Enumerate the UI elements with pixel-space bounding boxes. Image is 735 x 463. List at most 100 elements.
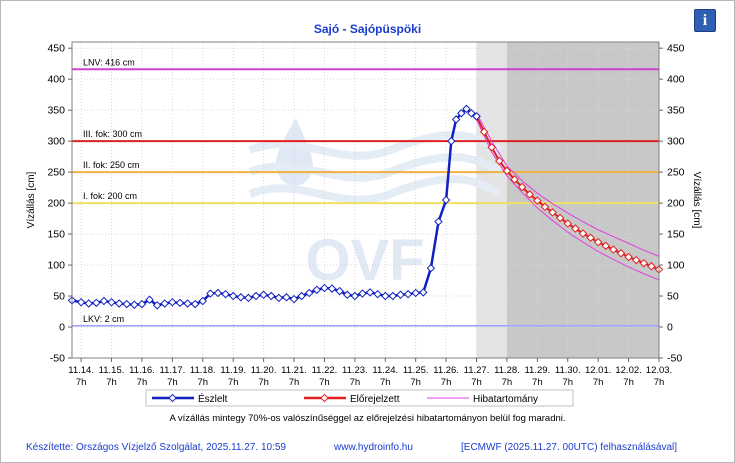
legend-box xyxy=(145,389,574,407)
x-tick-label-hour: 7h xyxy=(502,377,513,388)
x-tick-label-date: 11.25. xyxy=(403,365,429,376)
x-tick-label-date: 11.28. xyxy=(494,365,520,376)
y-tick-label-right: 350 xyxy=(667,105,685,117)
plot-background xyxy=(72,42,659,358)
observed-point xyxy=(145,295,154,304)
y-tick-label-left: 150 xyxy=(47,229,65,241)
legend-label: Előrejelzett xyxy=(350,394,400,405)
forecast-shade-0 xyxy=(476,42,507,358)
watermark-text: OVF xyxy=(305,228,424,293)
error-band-upper xyxy=(476,113,660,257)
x-tick-label-hour: 7h xyxy=(76,377,87,388)
x-tick-label-hour: 7h xyxy=(380,377,391,388)
observed-point xyxy=(76,297,86,307)
observed-point xyxy=(451,115,461,124)
y-tick-label-right: 200 xyxy=(667,198,685,210)
forecast-shade-1 xyxy=(506,42,659,358)
observed-point xyxy=(434,217,443,226)
x-tick-label-date: 11.29. xyxy=(524,365,550,376)
observed-point xyxy=(441,195,451,205)
forecast-point xyxy=(631,255,641,265)
y-tick-label-left: 100 xyxy=(47,260,65,272)
plot-border xyxy=(71,41,660,359)
forecast-point xyxy=(479,127,489,137)
legend-marker xyxy=(320,393,329,403)
observed-point xyxy=(426,263,436,273)
observed-point xyxy=(251,291,261,301)
observed-point xyxy=(175,298,185,308)
forecast-point xyxy=(616,249,626,258)
observed-point xyxy=(236,293,246,302)
x-tick-label-hour: 7h xyxy=(319,377,330,388)
observed-point xyxy=(358,289,367,298)
observed-point xyxy=(373,289,382,299)
reference-lines: LNV: 416 cm III. fok: 300 cm II. fok: 250 … xyxy=(72,57,659,327)
forecast-point xyxy=(525,190,534,199)
y-axis-label-left: Vízállás [cm] xyxy=(26,171,37,228)
observed-point xyxy=(213,288,223,298)
x-tick-label-date: 11.20. xyxy=(251,365,277,376)
observed-point xyxy=(160,299,170,308)
observed-point xyxy=(259,290,268,300)
y-tick-label-left: 300 xyxy=(47,136,65,148)
observed-point xyxy=(462,104,471,114)
reference-label: LNV: 416 cm xyxy=(83,57,135,67)
forecast-point xyxy=(601,241,611,251)
forecast-point xyxy=(540,202,550,212)
y-tick-label-left: 350 xyxy=(47,105,65,117)
observed-point xyxy=(206,289,215,298)
y-tick-label-left: 200 xyxy=(47,198,65,210)
y-tick-label-left: 50 xyxy=(53,291,65,303)
observed-point xyxy=(152,301,162,310)
x-tick-label-hour: 7h xyxy=(106,377,117,388)
series-lines xyxy=(67,104,664,310)
x-tick-label-hour: 7h xyxy=(410,377,421,388)
footnote: A vízállás mintegy 70%-os valószínűségge… xyxy=(169,413,566,424)
x-tick-label-date: 12.03. xyxy=(646,365,672,376)
x-tick-label-date: 11.16. xyxy=(129,365,155,376)
legend-marker xyxy=(168,393,177,403)
x-tick-label-hour: 7h xyxy=(532,377,543,388)
x-tick-label-date: 11.14. xyxy=(68,365,94,376)
observed-point xyxy=(365,288,375,297)
observed-point xyxy=(168,297,177,307)
chart-title: Sajó - Sajópüspöki xyxy=(313,22,422,36)
x-tick-label-hour: 7h xyxy=(471,377,482,388)
y-tick-label-left: 450 xyxy=(47,43,65,55)
forecast-point xyxy=(502,166,512,176)
observed-point xyxy=(282,293,291,302)
forecast-point xyxy=(563,219,572,228)
forecast-point xyxy=(593,237,603,247)
forecast-point xyxy=(639,258,649,268)
observed-point xyxy=(411,288,420,298)
forecast-point xyxy=(647,262,656,271)
observed-point xyxy=(297,291,306,301)
y-tick-label-right: 100 xyxy=(667,260,685,272)
observed-point xyxy=(289,294,299,304)
observed-point xyxy=(447,136,456,146)
observed-point xyxy=(467,109,476,118)
forecast-point xyxy=(548,208,557,217)
forecast-point xyxy=(578,229,588,238)
footer-source: [ECMWF (2025.11.27. 00UTC) felhasználásá… xyxy=(461,442,678,453)
y-tick-label-left: 0 xyxy=(59,322,65,334)
observed-point xyxy=(403,289,413,299)
x-tick-label-hour: 7h xyxy=(289,377,300,388)
x-tick-label-date: 11.26. xyxy=(433,365,459,376)
info-button[interactable]: i xyxy=(694,9,716,32)
reference-label: I. fok: 200 cm xyxy=(83,191,137,201)
legend: Észlelt Előrejelzett Hibatartomány xyxy=(145,389,574,407)
x-tick-label-hour: 7h xyxy=(623,377,634,388)
observed-point xyxy=(320,283,329,293)
y-tick-label-right: 450 xyxy=(667,43,685,55)
forecast-point xyxy=(533,196,542,205)
forecast-point xyxy=(609,245,618,254)
observed-point xyxy=(350,291,360,301)
observed-point xyxy=(472,112,481,121)
observed-point xyxy=(198,296,208,306)
observed-point xyxy=(343,290,352,300)
footer-website-link[interactable]: www.hydroinfo.hu xyxy=(334,442,413,453)
x-tick-label-hour: 7h xyxy=(441,377,452,388)
observed-point xyxy=(130,300,139,309)
